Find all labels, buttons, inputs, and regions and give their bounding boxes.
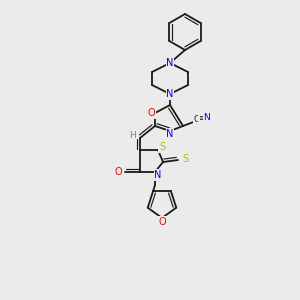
Text: N: N bbox=[154, 170, 162, 180]
Text: N: N bbox=[166, 89, 174, 99]
Text: N: N bbox=[166, 129, 174, 139]
Text: ≡: ≡ bbox=[198, 113, 206, 122]
Text: S: S bbox=[159, 142, 165, 152]
Text: N: N bbox=[204, 112, 210, 122]
Text: S: S bbox=[182, 154, 188, 164]
Text: O: O bbox=[114, 167, 122, 177]
Text: H: H bbox=[130, 130, 136, 140]
Text: N: N bbox=[166, 58, 174, 68]
Text: C: C bbox=[194, 115, 200, 124]
Text: O: O bbox=[147, 108, 155, 118]
Text: O: O bbox=[158, 217, 166, 227]
